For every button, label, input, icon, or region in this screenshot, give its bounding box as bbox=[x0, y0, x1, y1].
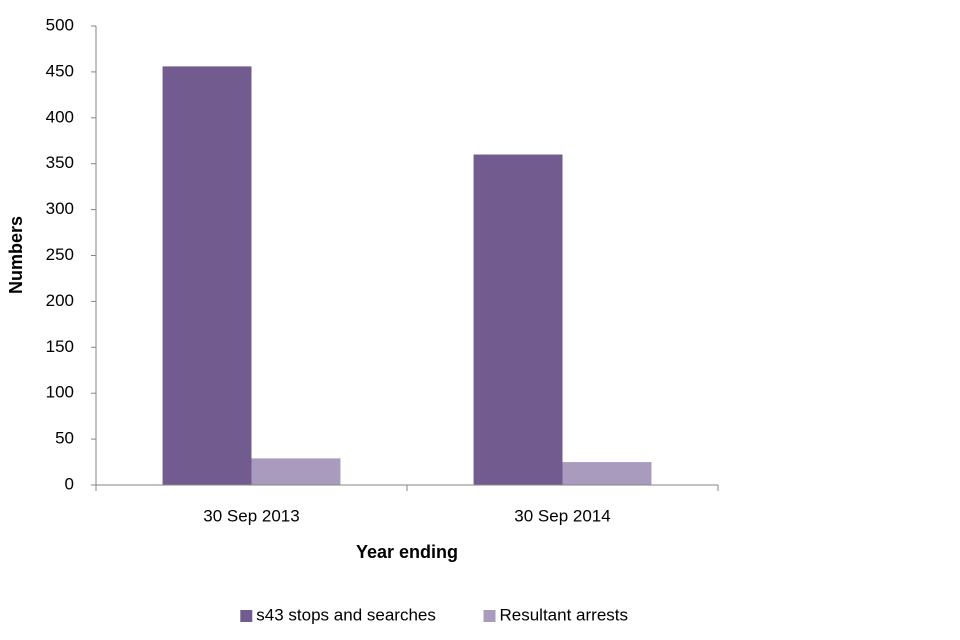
x-tick-label: 30 Sep 2013 bbox=[203, 506, 299, 525]
y-tick-label: 200 bbox=[46, 291, 74, 310]
y-tick-label: 0 bbox=[65, 474, 74, 493]
x-tick-label: 30 Sep 2014 bbox=[514, 506, 610, 525]
x-axis-title: Year ending bbox=[356, 542, 458, 562]
y-tick-label: 500 bbox=[46, 15, 74, 34]
y-tick-label: 50 bbox=[55, 429, 74, 448]
bar bbox=[162, 66, 252, 485]
y-tick-label: 350 bbox=[46, 153, 74, 172]
y-tick-label: 150 bbox=[46, 337, 74, 356]
y-tick-label: 250 bbox=[46, 245, 74, 264]
bar bbox=[562, 462, 652, 485]
y-axis-title: Numbers bbox=[6, 216, 26, 294]
y-tick-label: 100 bbox=[46, 383, 74, 402]
bar bbox=[473, 154, 563, 485]
bar bbox=[251, 458, 341, 485]
legend-label: s43 stops and searches bbox=[256, 605, 436, 624]
legend-swatch bbox=[240, 610, 253, 622]
legend-swatch bbox=[483, 610, 496, 622]
y-tick-label: 300 bbox=[46, 199, 74, 218]
y-tick-label: 450 bbox=[46, 61, 74, 80]
y-tick-label: 400 bbox=[46, 107, 74, 126]
legend-label: Resultant arrests bbox=[500, 605, 629, 624]
